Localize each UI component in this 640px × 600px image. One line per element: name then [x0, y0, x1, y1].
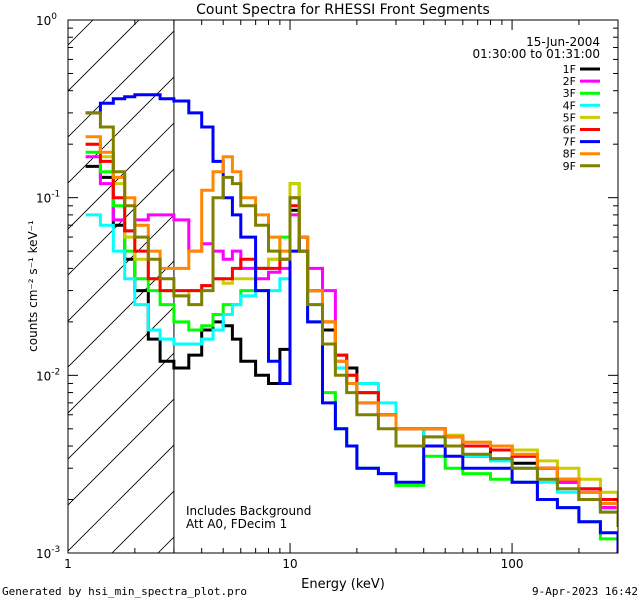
- legend-label: 9F: [563, 160, 576, 173]
- time-range-label: 01:30:00 to 01:31:00: [473, 47, 600, 61]
- series-line-7f: [85, 93, 618, 553]
- series-line-8f: [85, 135, 618, 517]
- legend-label: 6F: [563, 124, 576, 137]
- axis-layer: 1 10 100 100 10-1 10-2 10-3: [36, 12, 619, 571]
- footer-generator: Generated by hsi_min_spectra_plot.pro: [2, 585, 247, 598]
- chart-title: Count Spectra for RHESSI Front Segments: [196, 2, 490, 18]
- legend-label: 2F: [563, 75, 576, 88]
- y-axis-label: counts cm⁻² s⁻¹ keV⁻¹: [26, 220, 40, 352]
- x-tick-label: 1: [64, 557, 72, 571]
- footer-date: 9-Apr-2023 16:42: [532, 585, 638, 598]
- legend-label: 1F: [563, 63, 576, 76]
- date-label: 15-Jun-2004: [526, 35, 600, 49]
- x-tick-label: 10: [282, 557, 297, 571]
- x-axis-label: Energy (keV): [301, 577, 385, 592]
- y-tick-label: 10-3: [36, 545, 60, 561]
- legend-label: 4F: [563, 99, 576, 112]
- y-tick-label: 100: [36, 12, 57, 28]
- y-tick-label: 10-2: [36, 367, 60, 383]
- plot-frame: [67, 19, 619, 554]
- legend-label: 7F: [563, 136, 576, 149]
- legend-label: 8F: [563, 148, 576, 161]
- series-line-9f: [85, 111, 618, 527]
- hatch-lines: [68, 20, 174, 553]
- y-tick-label: 10-1: [36, 190, 60, 206]
- x-tick-label: 100: [501, 557, 524, 571]
- annotation-background: Includes Background: [186, 504, 311, 518]
- legend-label: 5F: [563, 111, 576, 124]
- series-layer: [85, 93, 618, 553]
- hatched-region: [68, 20, 175, 553]
- annotation-attenuator: Att A0, FDecim 1: [186, 517, 287, 531]
- legend-label: 3F: [563, 87, 576, 100]
